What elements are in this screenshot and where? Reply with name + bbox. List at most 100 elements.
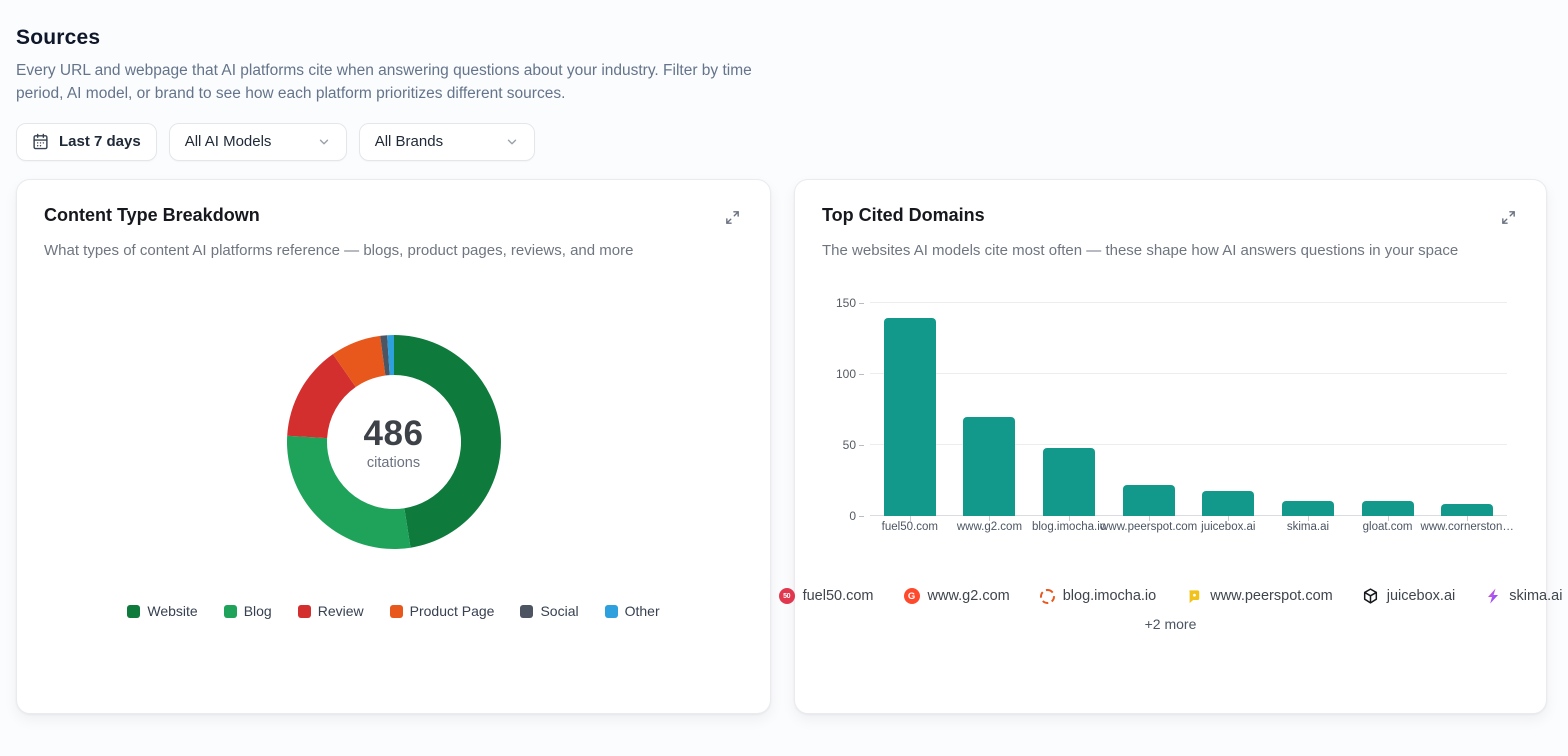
legend-swatch-icon — [223, 604, 237, 618]
imocha-favicon — [1039, 588, 1055, 604]
skima-favicon — [1485, 588, 1501, 604]
legend-item-blog[interactable]: Blog — [223, 603, 272, 620]
bar-chart: 0 50 100 150 fuel50.com www.g2.com blog.imoch… — [822, 296, 1519, 533]
x-tick — [989, 516, 991, 522]
ai-model-select[interactable]: All AI Models — [168, 122, 347, 161]
legend-swatch-icon — [127, 604, 141, 618]
bar-slot: www.g2.com — [950, 303, 1030, 533]
gridline-0 — [870, 515, 1507, 517]
date-range-label: Last 7 days — [59, 133, 141, 151]
donut-chart: 486 citations — [44, 327, 743, 557]
domain-item-fuel50-com[interactable]: 50 fuel50.com — [778, 588, 874, 605]
page-description: Every URL and webpage that AI platforms … — [16, 62, 752, 102]
x-tick — [1228, 516, 1230, 522]
y-tick-label-0: 0 — [849, 509, 864, 523]
legend-item-product-page[interactable]: Product Page — [389, 603, 494, 619]
x-tick — [1387, 516, 1389, 522]
bar-juicebox-ai[interactable] — [1202, 490, 1255, 517]
domain-item-juicebox-ai[interactable]: juicebox.ai — [1363, 588, 1456, 605]
bar-slot: www.cornerston… — [1421, 303, 1514, 533]
bar-www-peerspot-com[interactable] — [1122, 485, 1175, 517]
bar-gloat-com[interactable] — [1361, 500, 1414, 517]
gridline-100 — [870, 373, 1507, 375]
bar-fuel50-com[interactable] — [883, 317, 936, 517]
legend-item-website[interactable]: Website — [127, 603, 198, 620]
content-type-card: Content Type Breakdown What types of con… — [16, 178, 771, 714]
legend-label: Blog — [243, 603, 272, 620]
domain-name: blog.imocha.io — [1062, 588, 1157, 605]
donut-segment-social[interactable] — [379, 335, 390, 376]
domain-item-skima-ai[interactable]: skima.ai — [1485, 588, 1562, 604]
x-axis-label: www.cornerston… — [1420, 521, 1514, 534]
bar-slot: skima.ai — [1268, 303, 1348, 533]
legend-label: Review — [317, 603, 364, 620]
donut-legend: Website Blog Review Product Page Social Other — [44, 603, 743, 619]
legend-swatch-icon — [297, 604, 311, 618]
domain-item-blog-imocha-io[interactable]: blog.imocha.io — [1039, 588, 1157, 605]
peerspot-favicon — [1186, 588, 1202, 604]
x-tick — [1307, 516, 1309, 522]
top-domains-card-header: Top Cited Domains — [822, 205, 1519, 231]
x-tick — [1148, 516, 1150, 522]
legend-swatch-icon — [520, 604, 534, 618]
expand-icon[interactable] — [1498, 207, 1519, 231]
x-axis-label: www.g2.com — [956, 521, 1023, 534]
brand-select[interactable]: All Brands — [358, 122, 535, 161]
legend-item-other[interactable]: Other — [604, 603, 660, 620]
chevron-down-icon — [505, 135, 519, 149]
x-tick — [909, 516, 911, 522]
legend-label: Other — [624, 603, 660, 620]
x-tick — [1069, 516, 1071, 522]
x-axis-label: gloat.com — [1362, 521, 1413, 534]
domain-name: juicebox.ai — [1386, 588, 1456, 605]
y-tick-label-50: 50 — [843, 438, 864, 452]
x-axis-label: juicebox.ai — [1201, 521, 1256, 534]
g2-favicon: G — [903, 588, 920, 605]
content-type-card-subtitle: What types of content AI platforms refer… — [44, 241, 634, 259]
x-axis-label: skima.ai — [1286, 521, 1330, 534]
legend-item-social[interactable]: Social — [520, 603, 579, 620]
domain-name: www.g2.com — [927, 588, 1010, 605]
cards-row: Content Type Breakdown What types of con… — [16, 178, 1568, 714]
x-axis-label: blog.imocha.io — [1031, 521, 1107, 534]
more-domains-link[interactable]: +2 more — [1144, 616, 1197, 633]
domain-item-www-peerspot-com[interactable]: www.peerspot.com — [1186, 588, 1333, 604]
bar-slot: juicebox.ai — [1189, 303, 1269, 533]
legend-label: Social — [540, 603, 579, 620]
donut-segment-website[interactable] — [393, 335, 501, 549]
bar-slot: blog.imocha.io — [1029, 303, 1109, 533]
gridline-150 — [870, 302, 1507, 304]
legend-swatch-icon — [389, 604, 403, 618]
x-axis-label: fuel50.com — [881, 521, 938, 534]
legend-label: Website — [147, 603, 198, 620]
top-domains-card-title: Top Cited Domains — [822, 204, 985, 225]
y-axis: 0 50 100 150 — [822, 296, 870, 523]
bar-www-g2-com[interactable] — [963, 416, 1016, 517]
domain-name: www.peerspot.com — [1210, 588, 1333, 605]
donut-segment-review[interactable] — [286, 354, 356, 439]
legend-swatch-icon — [604, 604, 618, 618]
donut-segment-other[interactable] — [386, 335, 394, 376]
gridline-50 — [870, 444, 1507, 446]
date-range-button[interactable]: Last 7 days — [16, 122, 157, 161]
expand-icon[interactable] — [722, 207, 743, 231]
page-title: Sources — [16, 26, 101, 49]
x-axis-label: www.peerspot.com — [1100, 521, 1198, 534]
donut-svg[interactable] — [279, 327, 509, 557]
bar-www-cornerston-[interactable] — [1441, 503, 1494, 517]
fuel50-favicon: 50 — [778, 588, 795, 605]
legend-item-review[interactable]: Review — [297, 603, 364, 620]
bars-container: fuel50.com www.g2.com blog.imocha.io www.pe… — [870, 303, 1514, 533]
y-tick-label-100: 100 — [836, 367, 864, 381]
bar-slot: gloat.com — [1348, 303, 1428, 533]
x-tick — [1467, 516, 1469, 522]
filter-bar: Last 7 days All AI Models All Brands — [16, 122, 1568, 161]
bar-skima-ai[interactable] — [1281, 500, 1334, 517]
bar-blog-imocha-io[interactable] — [1043, 448, 1096, 517]
donut-segment-blog[interactable] — [286, 436, 411, 550]
domain-name: fuel50.com — [802, 588, 874, 605]
sources-page: Sources Every URL and webpage that AI pl… — [16, 26, 1568, 714]
donut-segment-product-page[interactable] — [332, 336, 385, 388]
